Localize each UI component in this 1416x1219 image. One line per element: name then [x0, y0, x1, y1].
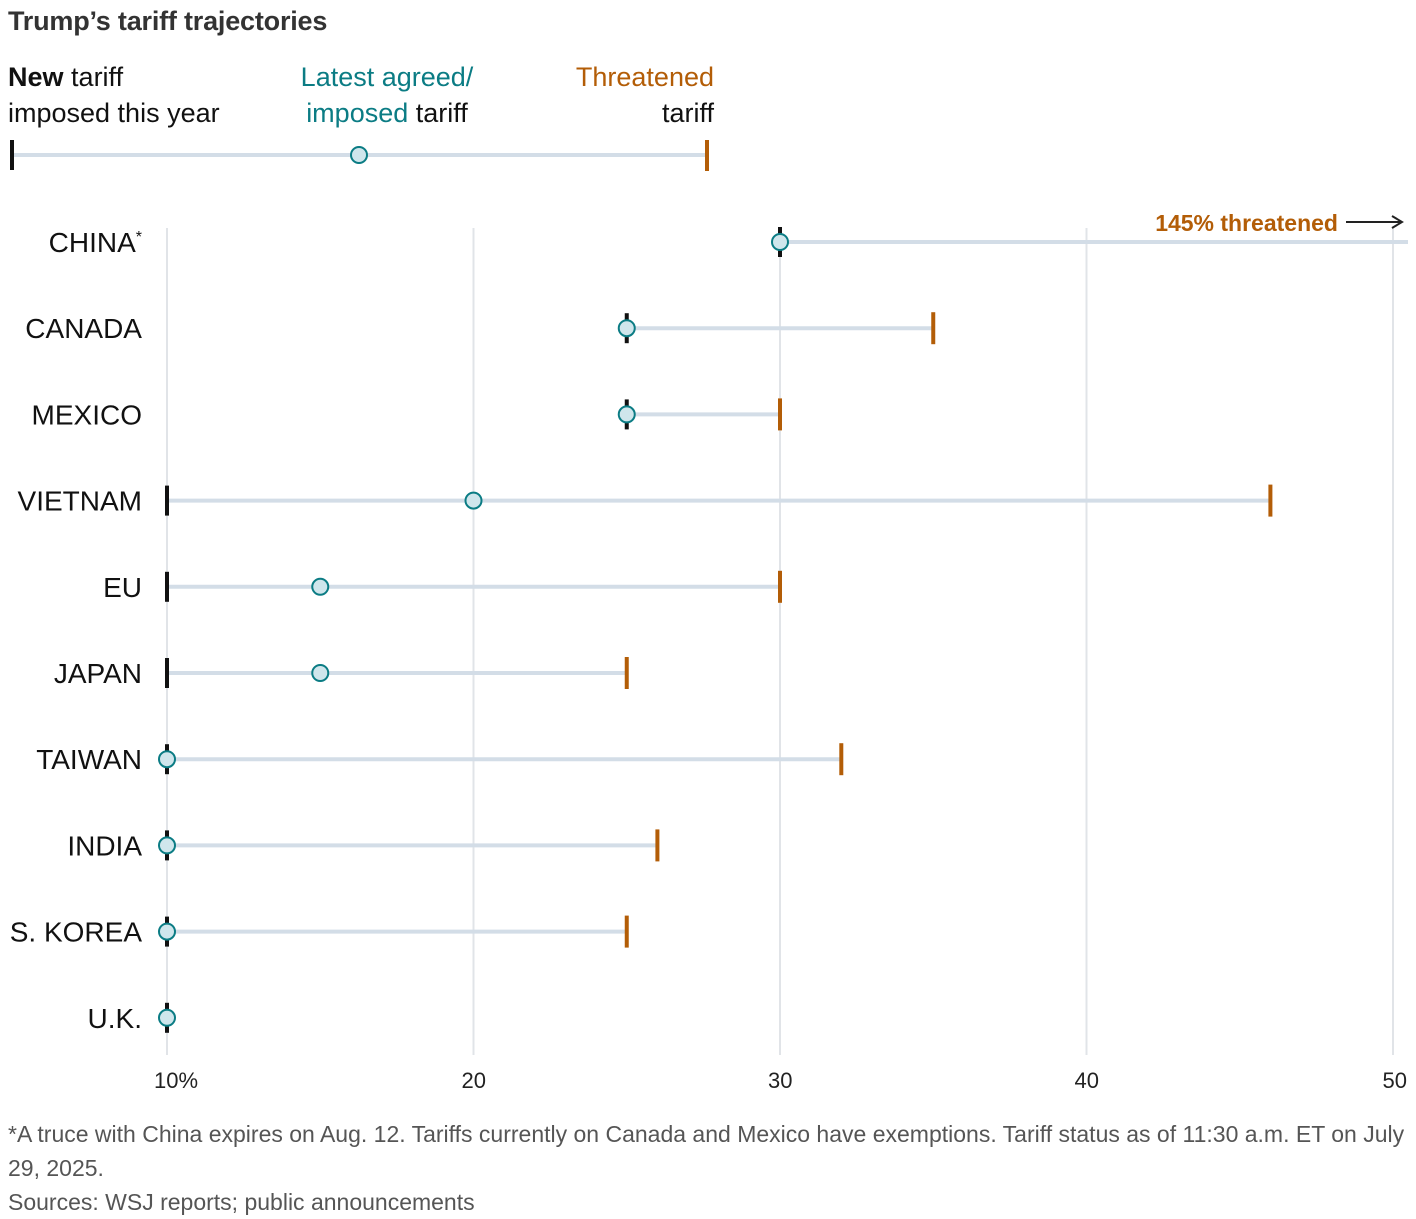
- country-name: EU: [103, 572, 142, 603]
- latest-tariff-dot: [158, 836, 176, 855]
- x-tick-label: 30: [768, 1068, 792, 1093]
- country-label: INDIA: [67, 830, 142, 861]
- country-label: TAIWAN: [36, 744, 142, 775]
- legend-threat-line-1: Threatened: [575, 62, 714, 92]
- legend-threat-line-2: tariff: [661, 98, 714, 128]
- footnote: *A truce with China expires on Aug. 12. …: [8, 1121, 1405, 1181]
- country-name: VIETNAM: [18, 486, 142, 517]
- legend-latest-tariff: Latest agreed/ imposed tariff: [262, 59, 512, 131]
- country-name: CANADA: [25, 313, 142, 344]
- country-label: S. KOREA: [10, 917, 143, 948]
- x-tick-label: 40: [1075, 1068, 1099, 1093]
- legend-new-bold: New: [8, 62, 64, 92]
- country-label: CANADA: [25, 313, 142, 344]
- latest-tariff-dot: [158, 1008, 176, 1027]
- latest-tariff-dot: [771, 233, 789, 251]
- legend-new-rest-1: tariff: [71, 62, 124, 92]
- country-name: MEXICO: [32, 399, 142, 430]
- latest-tariff-dot: [158, 922, 176, 941]
- legend-threatened-tariff: Threatened tariff: [480, 59, 714, 131]
- off-scale-label: 145% threatened: [1155, 210, 1338, 236]
- country-name: TAIWAN: [36, 744, 142, 775]
- tariff-chart: 10% 20 30 40 50 CHINA* 145% threatened CANADA ME…: [10, 140, 1408, 1093]
- latest-tariff-dot: [311, 664, 330, 682]
- latest-tariff-dot: [617, 405, 636, 424]
- legend-latest-line-1: Latest agreed/: [300, 62, 474, 92]
- country-name: JAPAN: [54, 658, 142, 689]
- country-label: MEXICO: [32, 399, 142, 430]
- country-label: U.K.: [88, 1003, 142, 1034]
- footnote-mark: *: [136, 229, 142, 246]
- country-name: U.K.: [88, 1003, 142, 1034]
- off-scale-arrow-head: [1391, 215, 1404, 229]
- country-label: JAPAN: [54, 658, 142, 689]
- country-name: S. KOREA: [10, 917, 143, 948]
- country-label: VIETNAM: [18, 486, 142, 517]
- country-label: CHINA*: [49, 227, 142, 258]
- country-label: EU: [103, 572, 142, 603]
- x-tick-label: 20: [462, 1068, 486, 1093]
- latest-tariff-dot: [158, 750, 176, 769]
- legend-latest-dot: [350, 146, 368, 164]
- country-name: CHINA: [49, 227, 136, 258]
- legend-new-rest-2: imposed this year: [8, 98, 220, 128]
- x-tick-label: 50: [1383, 1068, 1407, 1093]
- legend-new-tariff: New tariff imposed this year: [8, 59, 220, 131]
- latest-tariff-dot: [311, 577, 330, 596]
- sources: Sources: WSJ reports; public announcemen…: [8, 1189, 475, 1215]
- chart-notes: *A truce with China expires on Aug. 12. …: [8, 1117, 1408, 1219]
- chart-title: Trump’s tariff trajectories: [8, 6, 328, 36]
- country-name: INDIA: [67, 830, 142, 861]
- x-tick-label: 10%: [154, 1068, 198, 1093]
- latest-tariff-dot: [464, 491, 483, 510]
- legend-latest-imposed: imposed: [306, 98, 409, 128]
- legend-latest-tariff-word: tariff: [415, 98, 468, 128]
- latest-tariff-dot: [617, 319, 636, 338]
